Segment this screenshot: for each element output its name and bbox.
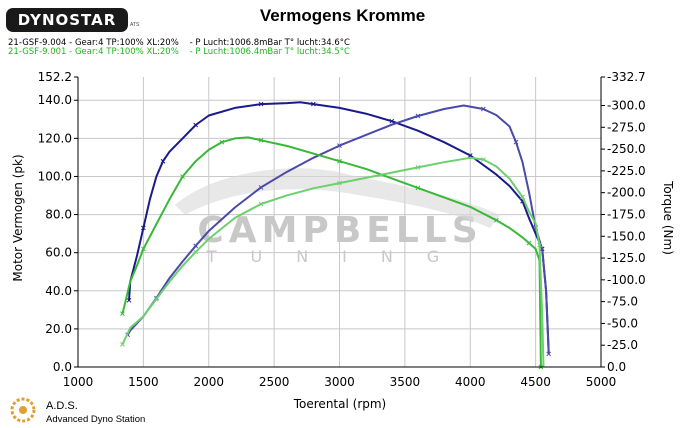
series-point [537, 242, 542, 248]
y-tick-label: 120.0 [38, 131, 72, 145]
series-point [415, 113, 421, 119]
series-point [480, 157, 486, 162]
y2-tick-label: -175.0 [607, 207, 646, 221]
series-group [120, 101, 552, 370]
y2-axis-label: Torque (Nm) [661, 180, 675, 255]
y-axis-label: Motor Vermogen (pk) [11, 154, 25, 281]
series-point [467, 153, 473, 158]
series-line-torque [126, 104, 550, 354]
y2-tick-label: -275.0 [607, 120, 646, 134]
series-point [141, 246, 146, 252]
series-point [160, 158, 166, 164]
series-point [494, 217, 499, 223]
series-point [520, 194, 525, 200]
axes-group [77, 77, 602, 368]
series-point [120, 311, 125, 317]
series-point [546, 351, 552, 357]
logo-trademark: ATS [130, 22, 140, 28]
series-point [310, 101, 316, 107]
series-point [219, 139, 225, 145]
y2-tick-label: -50.0 [607, 316, 638, 330]
series-line-torque [121, 156, 545, 368]
y2-tick-label: 0.0 [607, 360, 626, 374]
series-point [337, 180, 342, 186]
x-tick-label: 2500 [259, 375, 290, 389]
watermark-car-shape [175, 168, 500, 228]
series-point [389, 118, 395, 124]
y2-tick-label: -25.0 [607, 338, 638, 352]
brand-name: A.D.S. [46, 400, 78, 412]
series-point [258, 137, 264, 143]
series-point [120, 341, 125, 347]
run-legend-1: 21-GSF-9.004 - Gear:4 TP:100% XL:20% - P… [8, 38, 350, 48]
series-point [526, 240, 532, 246]
x-tick-label: 4500 [520, 375, 551, 389]
series-point [258, 201, 264, 207]
brand-subtitle: Advanced Dyno Station [46, 414, 146, 425]
x-tick-label: 1500 [128, 375, 159, 389]
y2-tick-label: -300.0 [607, 99, 646, 113]
series-line-power [128, 101, 550, 352]
chart-title: Vermogens Kromme [259, 6, 426, 25]
dynostar-logo: DYNOSTAR [6, 8, 128, 32]
y2-tick-label: -225.0 [607, 164, 646, 178]
series-point [193, 122, 199, 128]
x-axis-label: Toerental (rpm) [293, 397, 386, 411]
y-tick-label: 80.0 [45, 208, 72, 222]
series-point [415, 165, 421, 170]
series-point [337, 158, 342, 164]
x-tick-label: 3000 [324, 375, 355, 389]
y-tick-label: 152.2 [38, 70, 72, 84]
y2-tick-label: -125.0 [607, 251, 646, 265]
series-point [513, 139, 519, 145]
series-point [480, 106, 486, 112]
y2-tick-label: -75.0 [607, 295, 638, 309]
series-point [258, 101, 264, 107]
series-point [415, 185, 421, 191]
y-tick-label: 0.0 [53, 360, 72, 374]
y-tick-label: 60.0 [45, 246, 72, 260]
series-point [258, 185, 264, 190]
series-point [180, 174, 185, 179]
x-tick-label: 1000 [63, 375, 94, 389]
y2-tick-label: -100.0 [607, 273, 646, 287]
watermark-line1: CAMPBELLS [197, 210, 482, 251]
series-point [193, 249, 199, 255]
x-tick-label: 3500 [390, 375, 421, 389]
x-tick-label: 5000 [586, 375, 617, 389]
y-tick-label: 40.0 [45, 284, 72, 298]
series-point [126, 297, 132, 303]
x-tick-label: 2000 [193, 375, 224, 389]
y2-tick-label: -200.0 [607, 186, 646, 200]
y2-tick-label: -250.0 [607, 142, 646, 156]
series-point [337, 143, 342, 148]
y-tick-label: 140.0 [38, 93, 72, 107]
y-tick-label: 100.0 [38, 169, 72, 183]
ticks-group: 1000 1500 2000 2500 3000 3500 4000 4500 50000.02… [38, 70, 646, 389]
series-point [154, 296, 159, 302]
series-line-power [121, 136, 542, 368]
y2-tick-label: -332.7 [607, 70, 646, 84]
series-point [141, 225, 146, 231]
run-legend-2: 21-GSF-9.001 - Gear:4 TP:100% XL:20% - P… [8, 47, 350, 57]
series-point [193, 243, 199, 249]
y-tick-label: 20.0 [45, 322, 72, 336]
watermark: CAMPBELLS TUNING [175, 168, 500, 266]
ads-brand-icon [10, 397, 36, 423]
y2-tick-label: -150.0 [607, 229, 646, 243]
x-tick-label: 4000 [455, 375, 486, 389]
watermark-line2: TUNING [206, 247, 474, 266]
